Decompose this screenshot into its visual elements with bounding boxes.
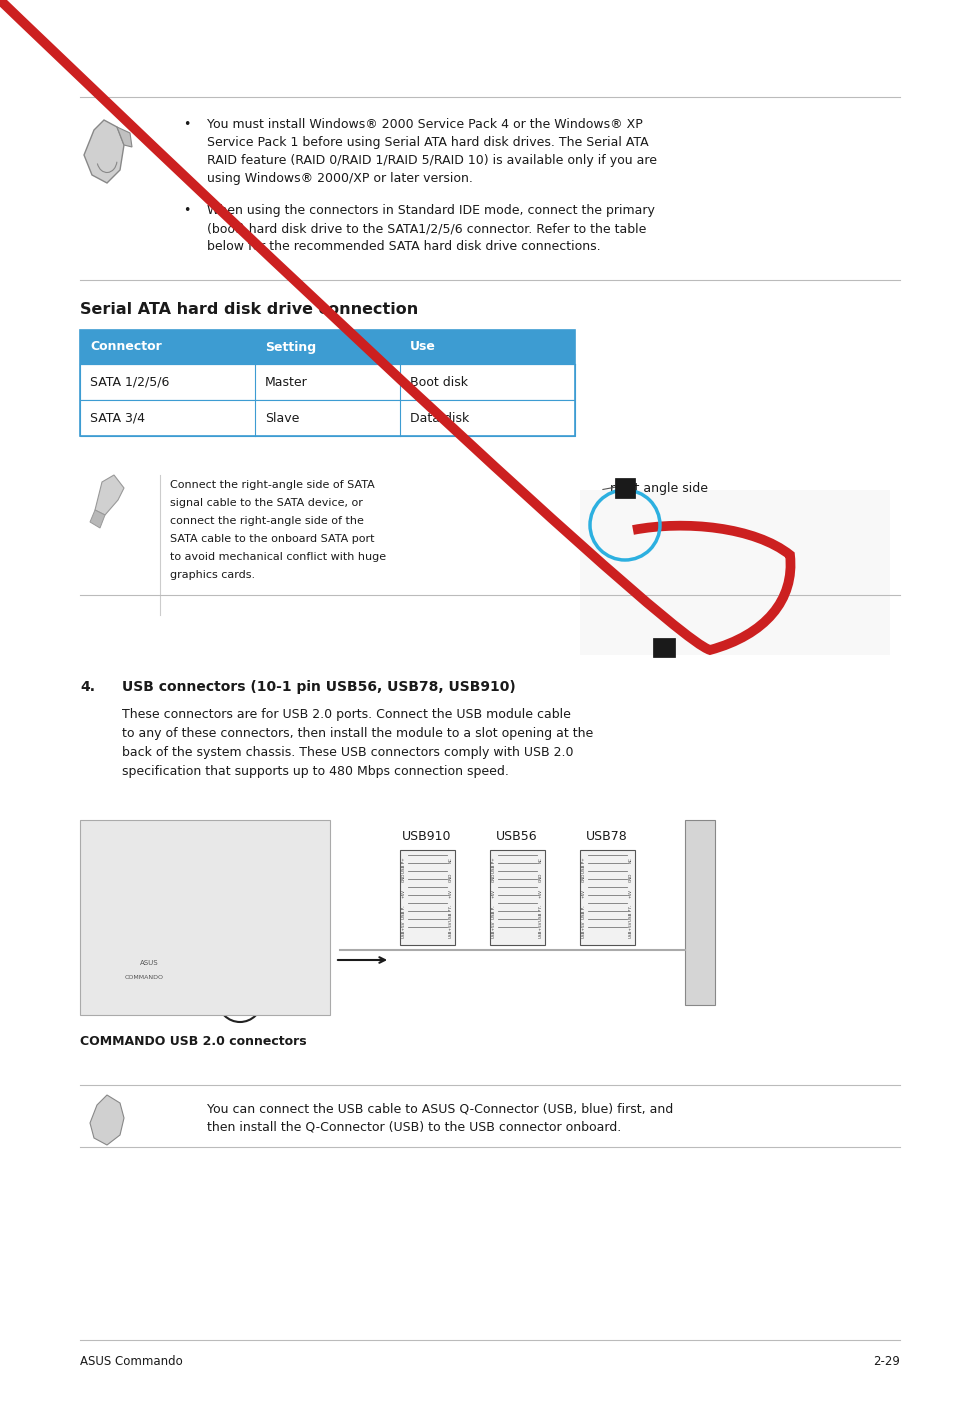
Text: below for the recommended SATA hard disk drive connections.: below for the recommended SATA hard disk… (207, 240, 600, 253)
Text: USB P+: USB P+ (401, 858, 406, 873)
Text: specification that supports up to 480 Mbps connection speed.: specification that supports up to 480 Mb… (122, 765, 508, 778)
FancyBboxPatch shape (399, 851, 455, 945)
Polygon shape (652, 638, 675, 657)
Text: +5V: +5V (492, 889, 496, 898)
Text: NC: NC (449, 858, 453, 863)
Text: Connector: Connector (90, 340, 162, 353)
Text: ASUS: ASUS (140, 960, 158, 966)
FancyBboxPatch shape (490, 851, 544, 945)
Polygon shape (90, 1095, 124, 1144)
FancyBboxPatch shape (145, 860, 185, 920)
Text: NC: NC (628, 858, 633, 863)
Text: then install the Q-Connector (USB) to the USB connector onboard.: then install the Q-Connector (USB) to th… (207, 1121, 620, 1135)
Text: GND: GND (449, 873, 453, 883)
Text: You can connect the USB cable to ASUS Q-Connector (USB, blue) first, and: You can connect the USB cable to ASUS Q-… (207, 1102, 673, 1116)
Text: Setting: Setting (265, 340, 315, 353)
FancyBboxPatch shape (80, 330, 575, 364)
Text: •: • (183, 118, 191, 131)
Text: USB+5V: USB+5V (538, 921, 542, 938)
Text: USB P7-: USB P7- (628, 905, 633, 921)
FancyBboxPatch shape (80, 820, 330, 1015)
FancyBboxPatch shape (80, 364, 575, 399)
Text: •: • (183, 204, 191, 217)
FancyBboxPatch shape (684, 820, 714, 1005)
FancyBboxPatch shape (200, 860, 240, 920)
Text: using Windows® 2000/XP or later version.: using Windows® 2000/XP or later version. (207, 172, 473, 186)
Text: (boot) hard disk drive to the SATA1/2/5/6 connector. Refer to the table: (boot) hard disk drive to the SATA1/2/5/… (207, 222, 646, 235)
Text: ASUS Commando: ASUS Commando (80, 1355, 183, 1368)
FancyBboxPatch shape (90, 860, 130, 920)
Text: USB+5V: USB+5V (492, 921, 496, 938)
Text: Slave: Slave (265, 412, 299, 425)
Text: GND: GND (492, 873, 496, 883)
Text: Serial ATA hard disk drive connection: Serial ATA hard disk drive connection (80, 302, 417, 316)
Text: SATA 1/2/5/6: SATA 1/2/5/6 (90, 375, 170, 388)
Text: right angle side: right angle side (609, 482, 707, 495)
Text: USB+5V: USB+5V (449, 921, 453, 938)
Text: GND: GND (628, 873, 633, 883)
Text: NC: NC (538, 858, 542, 863)
Text: USB+5V: USB+5V (401, 921, 406, 938)
Text: USB P-: USB P- (401, 905, 406, 918)
Polygon shape (95, 475, 124, 515)
Text: USB910: USB910 (402, 830, 452, 844)
Text: USB P7-: USB P7- (538, 905, 542, 921)
Text: GND: GND (581, 873, 585, 883)
Text: graphics cards.: graphics cards. (170, 569, 254, 581)
Circle shape (165, 870, 245, 950)
Text: COMMANDO: COMMANDO (125, 974, 164, 980)
Text: USB P+: USB P+ (581, 858, 585, 873)
Text: +5V: +5V (538, 889, 542, 898)
Text: RAID feature (RAID 0/RAID 1/RAID 5/RAID 10) is available only if you are: RAID feature (RAID 0/RAID 1/RAID 5/RAID … (207, 155, 657, 167)
Polygon shape (84, 120, 124, 183)
Text: back of the system chassis. These USB connectors comply with USB 2.0: back of the system chassis. These USB co… (122, 747, 573, 759)
Text: When using the connectors in Standard IDE mode, connect the primary: When using the connectors in Standard ID… (207, 204, 654, 217)
Text: Master: Master (265, 375, 308, 388)
Text: SATA cable to the onboard SATA port: SATA cable to the onboard SATA port (170, 534, 375, 544)
Polygon shape (90, 510, 105, 529)
Polygon shape (117, 127, 132, 148)
FancyBboxPatch shape (579, 491, 889, 655)
Text: USB P-: USB P- (492, 905, 496, 918)
Text: You must install Windows® 2000 Service Pack 4 or the Windows® XP: You must install Windows® 2000 Service P… (207, 118, 642, 131)
FancyBboxPatch shape (579, 851, 635, 945)
Text: Service Pack 1 before using Serial ATA hard disk drives. The Serial ATA: Service Pack 1 before using Serial ATA h… (207, 136, 648, 149)
Text: USB P7-: USB P7- (449, 905, 453, 921)
Text: USB P+: USB P+ (492, 858, 496, 873)
Text: signal cable to the SATA device, or: signal cable to the SATA device, or (170, 498, 362, 508)
FancyBboxPatch shape (80, 399, 575, 436)
Text: USB+5V: USB+5V (581, 921, 585, 938)
Text: 4.: 4. (80, 681, 95, 695)
Text: USB connectors (10-1 pin USB56, USB78, USB910): USB connectors (10-1 pin USB56, USB78, U… (122, 681, 516, 695)
Text: +5V: +5V (449, 889, 453, 898)
Polygon shape (615, 478, 635, 498)
Text: GND: GND (538, 873, 542, 883)
Text: USB56: USB56 (496, 830, 537, 844)
Text: USB+5V: USB+5V (628, 921, 633, 938)
Text: +5V: +5V (401, 889, 406, 898)
Text: USB P-: USB P- (581, 905, 585, 918)
Text: Connect the right-angle side of SATA: Connect the right-angle side of SATA (170, 479, 375, 491)
Text: to avoid mechanical conflict with huge: to avoid mechanical conflict with huge (170, 553, 386, 562)
Text: 2-29: 2-29 (872, 1355, 899, 1368)
Text: SATA 3/4: SATA 3/4 (90, 412, 145, 425)
Text: connect the right-angle side of the: connect the right-angle side of the (170, 516, 363, 526)
Text: USB78: USB78 (585, 830, 627, 844)
Text: to any of these connectors, then install the module to a slot opening at the: to any of these connectors, then install… (122, 727, 593, 740)
Text: Data disk: Data disk (410, 412, 469, 425)
Text: COMMANDO USB 2.0 connectors: COMMANDO USB 2.0 connectors (80, 1035, 306, 1047)
Text: Use: Use (410, 340, 436, 353)
Text: Boot disk: Boot disk (410, 375, 468, 388)
Text: These connectors are for USB 2.0 ports. Connect the USB module cable: These connectors are for USB 2.0 ports. … (122, 709, 570, 721)
Text: +5V: +5V (581, 889, 585, 898)
Text: +5V: +5V (628, 889, 633, 898)
Text: GND: GND (401, 873, 406, 883)
